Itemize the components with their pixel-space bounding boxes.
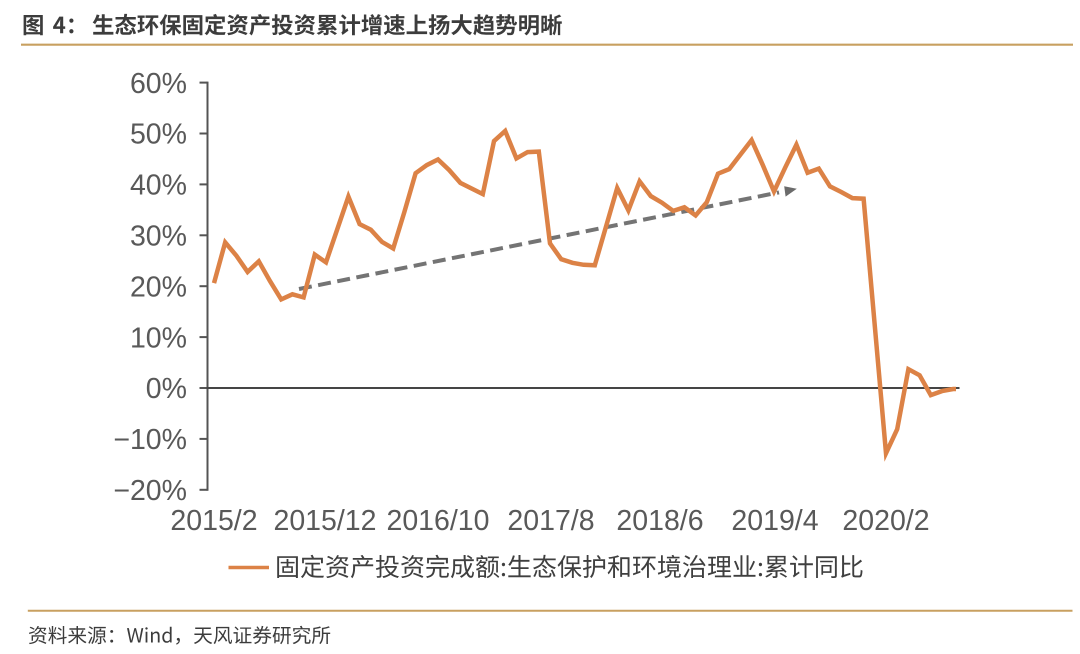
svg-text:2018/6: 2018/6 <box>616 505 703 537</box>
svg-text:−20%: −20% <box>113 475 187 507</box>
svg-text:2019/4: 2019/4 <box>731 505 818 537</box>
svg-text:40%: 40% <box>130 170 187 202</box>
svg-text:2015/12: 2015/12 <box>273 505 376 537</box>
svg-text:10%: 10% <box>130 322 187 354</box>
svg-text:50%: 50% <box>130 119 187 151</box>
svg-text:2020/2: 2020/2 <box>842 505 929 537</box>
svg-text:20%: 20% <box>130 271 187 303</box>
svg-text:2016/10: 2016/10 <box>386 505 489 537</box>
svg-text:30%: 30% <box>130 221 187 253</box>
svg-text:60%: 60% <box>130 68 187 100</box>
svg-text:0%: 0% <box>146 373 187 405</box>
svg-text:−10%: −10% <box>113 424 187 456</box>
svg-text:2015/2: 2015/2 <box>170 505 257 537</box>
svg-text:2017/8: 2017/8 <box>507 505 594 537</box>
